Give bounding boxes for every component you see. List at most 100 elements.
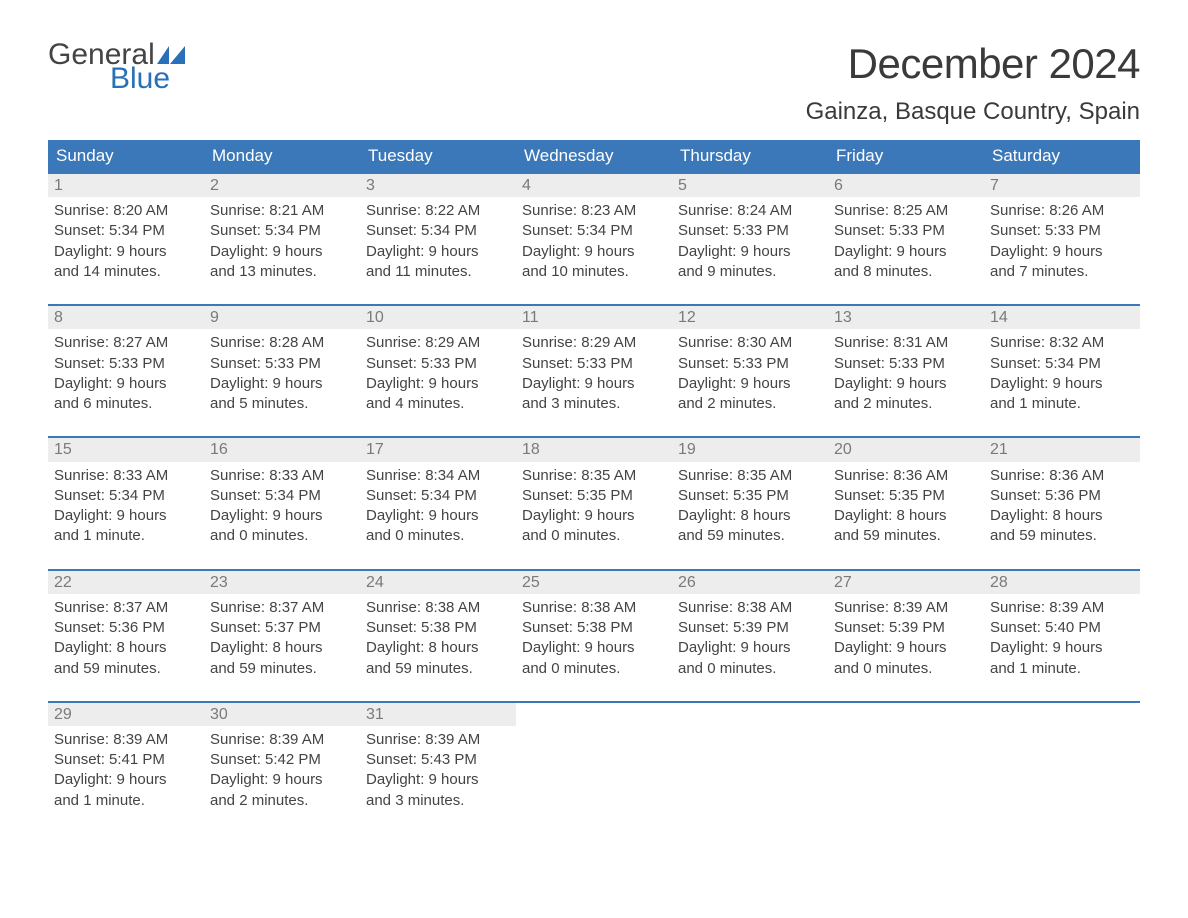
day-dl1: Daylight: 9 hours — [990, 638, 1134, 658]
day-number: 2 — [204, 174, 360, 197]
day-number: 4 — [516, 174, 672, 197]
day-sunrise: Sunrise: 8:22 AM — [366, 201, 510, 221]
day-dl1: Daylight: 8 hours — [678, 506, 822, 526]
day-sunset: Sunset: 5:35 PM — [522, 486, 666, 506]
day-dl1: Daylight: 9 hours — [990, 374, 1134, 394]
day-dl2: and 5 minutes. — [210, 394, 354, 414]
day-sunrise: Sunrise: 8:37 AM — [54, 598, 198, 618]
day-sunrise: Sunrise: 8:36 AM — [990, 466, 1134, 486]
calendar-day: 6Sunrise: 8:25 AMSunset: 5:33 PMDaylight… — [828, 174, 984, 294]
day-sunset: Sunset: 5:37 PM — [210, 618, 354, 638]
day-sunrise: Sunrise: 8:24 AM — [678, 201, 822, 221]
day-sunset: Sunset: 5:33 PM — [366, 354, 510, 374]
day-sunrise: Sunrise: 8:39 AM — [990, 598, 1134, 618]
day-number: 5 — [672, 174, 828, 197]
day-sunset: Sunset: 5:33 PM — [54, 354, 198, 374]
day-body: Sunrise: 8:27 AMSunset: 5:33 PMDaylight:… — [48, 329, 204, 426]
day-sunrise: Sunrise: 8:39 AM — [366, 730, 510, 750]
day-sunrise: Sunrise: 8:27 AM — [54, 333, 198, 353]
month-title: December 2024 — [806, 40, 1140, 88]
day-dl1: Daylight: 9 hours — [54, 242, 198, 262]
day-sunrise: Sunrise: 8:35 AM — [678, 466, 822, 486]
day-dl2: and 0 minutes. — [834, 659, 978, 679]
calendar-week: 8Sunrise: 8:27 AMSunset: 5:33 PMDaylight… — [48, 304, 1140, 426]
day-dl1: Daylight: 9 hours — [522, 374, 666, 394]
day-sunset: Sunset: 5:34 PM — [54, 486, 198, 506]
day-body: Sunrise: 8:33 AMSunset: 5:34 PMDaylight:… — [48, 462, 204, 559]
day-body: Sunrise: 8:20 AMSunset: 5:34 PMDaylight:… — [48, 197, 204, 294]
day-body: Sunrise: 8:25 AMSunset: 5:33 PMDaylight:… — [828, 197, 984, 294]
day-dl1: Daylight: 8 hours — [366, 638, 510, 658]
day-dl1: Daylight: 9 hours — [522, 242, 666, 262]
day-sunrise: Sunrise: 8:31 AM — [834, 333, 978, 353]
calendar-day — [516, 703, 672, 823]
day-header-tuesday: Tuesday — [360, 140, 516, 172]
calendar-week: 22Sunrise: 8:37 AMSunset: 5:36 PMDayligh… — [48, 569, 1140, 691]
day-dl1: Daylight: 9 hours — [834, 638, 978, 658]
day-number: 1 — [48, 174, 204, 197]
day-dl2: and 59 minutes. — [54, 659, 198, 679]
day-sunrise: Sunrise: 8:38 AM — [366, 598, 510, 618]
day-dl2: and 1 minute. — [990, 394, 1134, 414]
calendar-day: 21Sunrise: 8:36 AMSunset: 5:36 PMDayligh… — [984, 438, 1140, 558]
day-number: 18 — [516, 438, 672, 461]
day-dl1: Daylight: 9 hours — [54, 506, 198, 526]
day-header-sunday: Sunday — [48, 140, 204, 172]
day-sunset: Sunset: 5:40 PM — [990, 618, 1134, 638]
calendar-day: 1Sunrise: 8:20 AMSunset: 5:34 PMDaylight… — [48, 174, 204, 294]
day-dl2: and 11 minutes. — [366, 262, 510, 282]
day-sunrise: Sunrise: 8:33 AM — [54, 466, 198, 486]
day-number: 14 — [984, 306, 1140, 329]
day-number: 16 — [204, 438, 360, 461]
calendar-day: 15Sunrise: 8:33 AMSunset: 5:34 PMDayligh… — [48, 438, 204, 558]
day-sunrise: Sunrise: 8:33 AM — [210, 466, 354, 486]
day-dl2: and 3 minutes. — [366, 791, 510, 811]
calendar-day: 23Sunrise: 8:37 AMSunset: 5:37 PMDayligh… — [204, 571, 360, 691]
calendar-day: 29Sunrise: 8:39 AMSunset: 5:41 PMDayligh… — [48, 703, 204, 823]
day-dl2: and 2 minutes. — [678, 394, 822, 414]
calendar-header-row: Sunday Monday Tuesday Wednesday Thursday… — [48, 140, 1140, 172]
day-number: 27 — [828, 571, 984, 594]
day-dl2: and 59 minutes. — [678, 526, 822, 546]
day-body: Sunrise: 8:28 AMSunset: 5:33 PMDaylight:… — [204, 329, 360, 426]
day-dl2: and 59 minutes. — [834, 526, 978, 546]
calendar-day: 25Sunrise: 8:38 AMSunset: 5:38 PMDayligh… — [516, 571, 672, 691]
day-sunset: Sunset: 5:39 PM — [834, 618, 978, 638]
calendar-day: 22Sunrise: 8:37 AMSunset: 5:36 PMDayligh… — [48, 571, 204, 691]
day-dl1: Daylight: 9 hours — [210, 374, 354, 394]
day-dl2: and 7 minutes. — [990, 262, 1134, 282]
day-header-monday: Monday — [204, 140, 360, 172]
calendar-week: 1Sunrise: 8:20 AMSunset: 5:34 PMDaylight… — [48, 172, 1140, 294]
day-dl1: Daylight: 9 hours — [522, 638, 666, 658]
calendar-day: 31Sunrise: 8:39 AMSunset: 5:43 PMDayligh… — [360, 703, 516, 823]
day-sunrise: Sunrise: 8:26 AM — [990, 201, 1134, 221]
day-body: Sunrise: 8:26 AMSunset: 5:33 PMDaylight:… — [984, 197, 1140, 294]
calendar-day: 19Sunrise: 8:35 AMSunset: 5:35 PMDayligh… — [672, 438, 828, 558]
day-number: 21 — [984, 438, 1140, 461]
day-sunrise: Sunrise: 8:29 AM — [522, 333, 666, 353]
calendar-day: 18Sunrise: 8:35 AMSunset: 5:35 PMDayligh… — [516, 438, 672, 558]
day-body: Sunrise: 8:38 AMSunset: 5:38 PMDaylight:… — [516, 594, 672, 691]
day-sunrise: Sunrise: 8:20 AM — [54, 201, 198, 221]
location-subtitle: Gainza, Basque Country, Spain — [806, 98, 1140, 126]
day-dl2: and 14 minutes. — [54, 262, 198, 282]
day-body: Sunrise: 8:34 AMSunset: 5:34 PMDaylight:… — [360, 462, 516, 559]
day-dl2: and 9 minutes. — [678, 262, 822, 282]
calendar-week: 15Sunrise: 8:33 AMSunset: 5:34 PMDayligh… — [48, 436, 1140, 558]
calendar-day: 10Sunrise: 8:29 AMSunset: 5:33 PMDayligh… — [360, 306, 516, 426]
day-dl2: and 59 minutes. — [366, 659, 510, 679]
day-dl1: Daylight: 8 hours — [834, 506, 978, 526]
day-dl2: and 2 minutes. — [834, 394, 978, 414]
day-body: Sunrise: 8:32 AMSunset: 5:34 PMDaylight:… — [984, 329, 1140, 426]
day-dl2: and 2 minutes. — [210, 791, 354, 811]
calendar-day: 28Sunrise: 8:39 AMSunset: 5:40 PMDayligh… — [984, 571, 1140, 691]
day-dl2: and 10 minutes. — [522, 262, 666, 282]
day-sunset: Sunset: 5:33 PM — [834, 221, 978, 241]
calendar-day: 27Sunrise: 8:39 AMSunset: 5:39 PMDayligh… — [828, 571, 984, 691]
day-dl1: Daylight: 9 hours — [366, 770, 510, 790]
day-number: 13 — [828, 306, 984, 329]
day-sunset: Sunset: 5:35 PM — [678, 486, 822, 506]
day-header-thursday: Thursday — [672, 140, 828, 172]
header: General Blue December 2024 Gainza, Basqu… — [48, 40, 1140, 126]
day-body: Sunrise: 8:39 AMSunset: 5:42 PMDaylight:… — [204, 726, 360, 823]
